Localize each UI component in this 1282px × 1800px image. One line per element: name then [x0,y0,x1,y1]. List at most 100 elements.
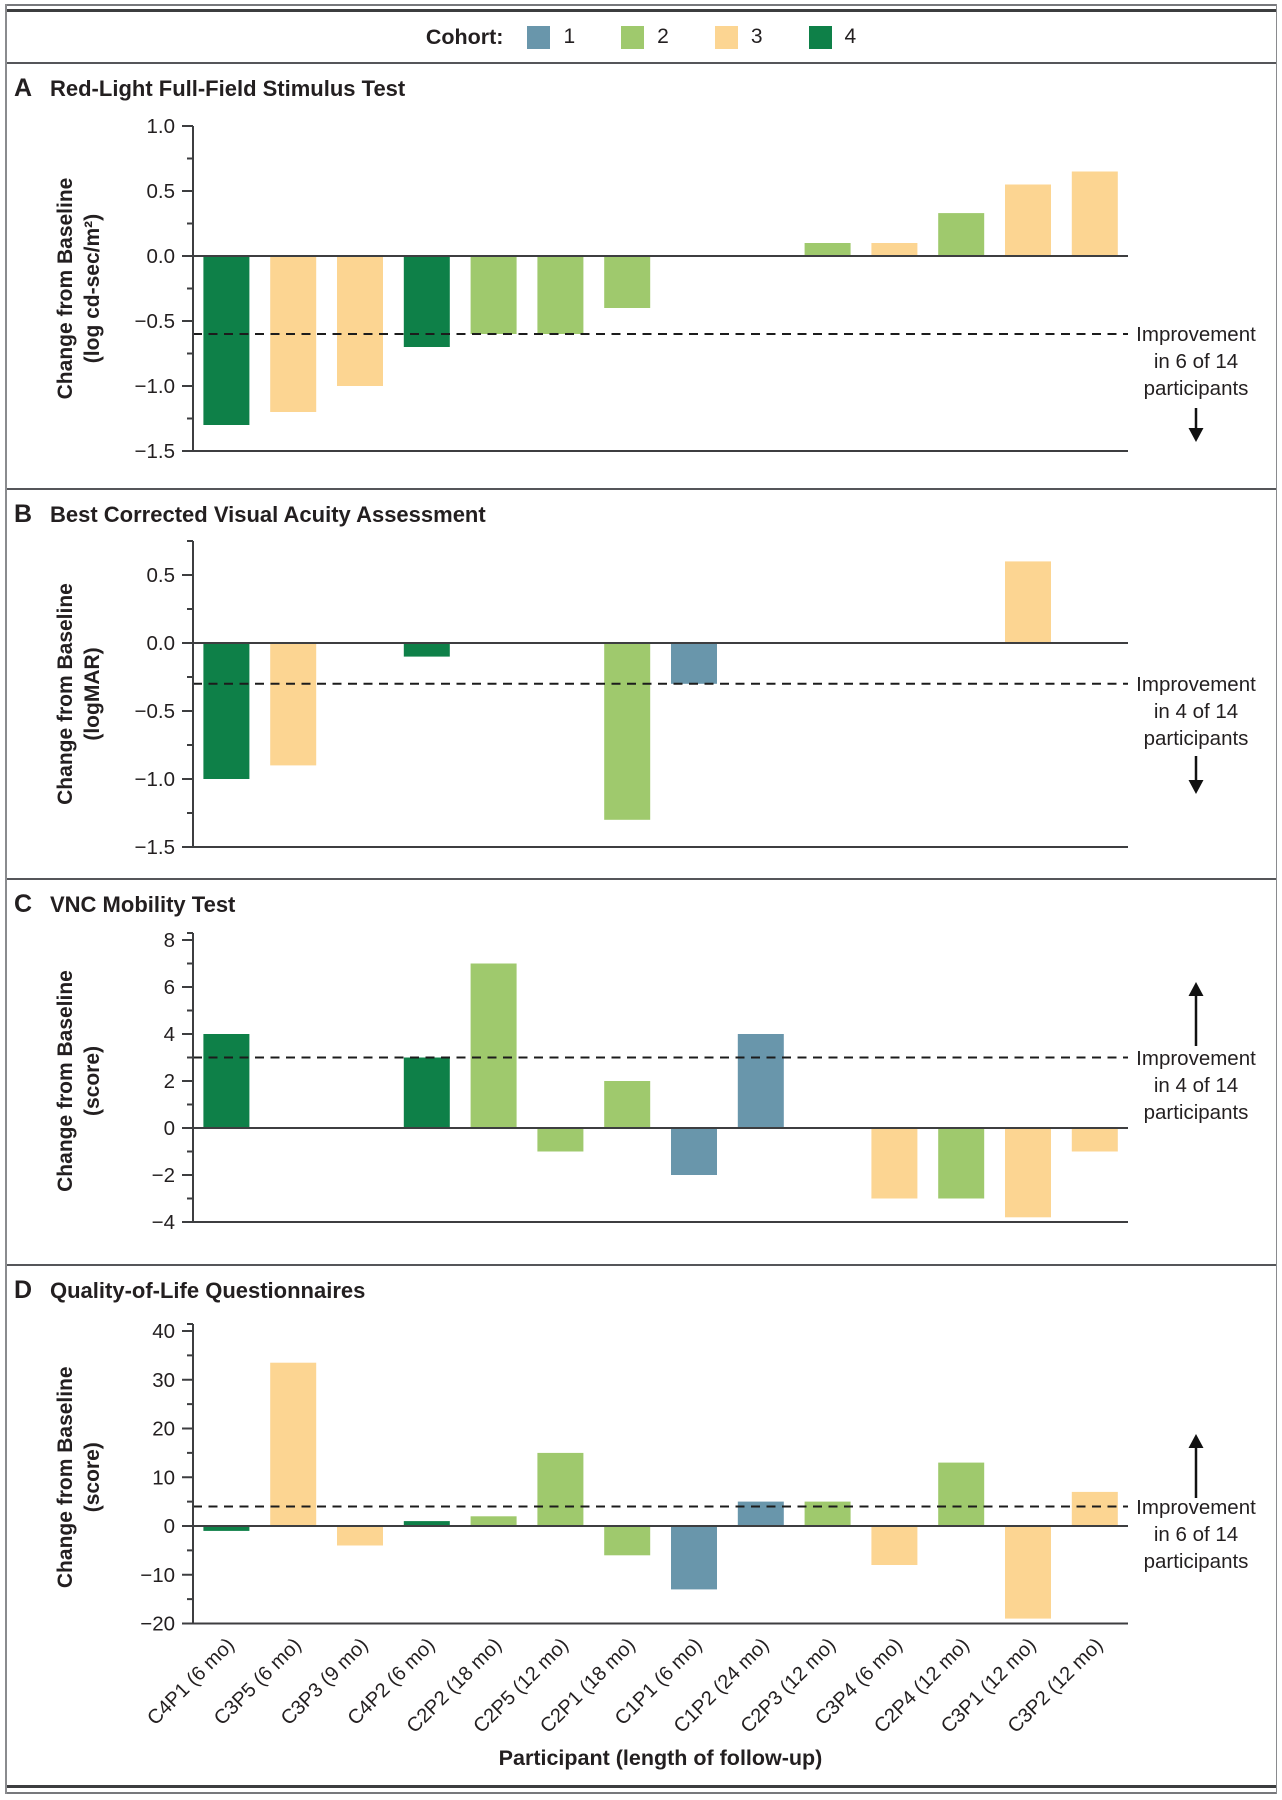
y-axis-label-line1: Change from Baseline [54,178,77,400]
y-tick-label: −0.5 [135,700,175,723]
bar-c3p3-panel-d [337,1526,383,1546]
y-tick-label: −1.5 [135,440,175,463]
top-inner-rule [5,9,1277,12]
cohort-1-number: 1 [563,25,576,48]
legend-item-cohort-4: 4 [808,25,857,49]
y-tick-label: −2 [152,1164,175,1187]
cohort-2-number: 2 [657,25,669,48]
y-tick-label: 20 [152,1418,175,1441]
right-border-rule [1275,4,1277,1794]
bar-c3p1-panel-d [1005,1526,1051,1619]
bar-c2p5-panel-c [537,1128,584,1152]
improvement-annotation-line2: in 6 of 14 [1154,350,1238,373]
improvement-arrow-down-icon [1188,428,1204,442]
x-axis-title: Participant (length of follow-up) [499,1746,823,1770]
improvement-annotation-line3: participants [1144,1550,1249,1573]
bar-c3p1-panel-a [1005,184,1051,256]
panel-title: Quality-of-Life Questionnaires [50,1278,365,1303]
legend-item-cohort-3: 3 [714,25,763,49]
top-outer-rule [5,4,1277,6]
y-tick-label: 0.0 [147,245,176,268]
bar-c2p1-panel-a [604,256,651,308]
panel-title: Red-Light Full-Field Stimulus Test [50,76,406,101]
cohort-4-number: 4 [844,25,857,48]
y-tick-label: −4 [152,1211,175,1234]
improvement-arrow-up-icon [1188,982,1204,996]
bar-c3p5-panel-d [270,1362,317,1526]
bar-c3p2-panel-a [1071,171,1118,256]
panel-letter: D [14,1276,32,1304]
y-axis-label-line2: (log cd-sec/m²) [81,214,104,363]
bar-c2p1-panel-d [604,1526,651,1556]
bar-c1p2-panel-d [737,1501,784,1526]
y-tick-label: 0 [164,1117,175,1140]
bar-c2p1-panel-b [604,643,651,820]
y-tick-label: 8 [164,929,175,952]
panel-c-chart: C VNC Mobility Test Change from Baseline (s… [14,890,1256,1234]
cohort-2-swatch [621,25,645,49]
bar-c4p2-panel-c [403,1057,450,1128]
y-axis-label-line2: (logMAR) [81,647,104,740]
bottom-inner-rule [5,1785,1277,1788]
cohort-3-number: 3 [750,25,763,48]
y-tick-label: 0.5 [147,564,176,587]
bar-c2p2-panel-c [470,963,517,1128]
bar-c2p3-panel-a [804,243,851,256]
bar-c4p1-panel-b [203,643,250,779]
panel-c-d-divider [5,1264,1277,1266]
bar-c4p2-panel-d [403,1521,450,1526]
improvement-annotation-line2: in 6 of 14 [1154,1523,1238,1546]
bottom-outer-rule [5,1792,1277,1794]
y-tick-label: 6 [164,976,175,999]
panel-d-quality-of-life-questionnaires: D Quality-of-Life Questionnaires Change fr… [0,1264,1282,1789]
y-tick-label: −0.5 [135,310,175,333]
panel-letter: C [14,890,32,918]
y-tick-label: 30 [152,1369,175,1392]
y-tick-label: −20 [140,1613,175,1636]
legend-separator-rule [5,62,1277,64]
panel-a-b-divider [5,488,1277,490]
bar-c3p3-panel-a [337,256,383,386]
improvement-arrow-down-icon [1188,780,1204,794]
y-tick-label: 0 [164,1515,175,1538]
y-tick-label: −1.0 [135,375,175,398]
panel-a-chart: A Red-Light Full-Field Stimulus Test Chang… [14,74,1256,463]
left-border-rule [5,4,7,1794]
panel-b-c-divider [5,878,1277,880]
y-tick-label: 0.0 [147,632,176,655]
y-axis-label-line1: Change from Baseline [54,583,77,805]
bar-c1p1-panel-b [671,643,717,684]
bar-c3p2-panel-c [1071,1128,1118,1152]
bar-c3p2-panel-d [1071,1491,1118,1526]
legend-title: Cohort: [425,24,504,49]
bar-c2p4-panel-a [938,213,985,256]
improvement-arrow-up-icon [1188,1434,1204,1448]
legend-item-cohort-1: 1 [527,25,575,49]
panel-b-chart: B Best Corrected Visual Acuity Assessment… [14,500,1256,859]
cohort-3-swatch [714,25,738,49]
y-tick-label: −1.0 [135,768,175,791]
panel-a-red-light-full-field-stimulus-test: A Red-Light Full-Field Stimulus Test Chang… [0,62,1282,488]
bar-c4p1-panel-d [203,1526,250,1531]
bar-c2p5-panel-d [537,1452,584,1526]
y-tick-label: −1.5 [135,836,175,859]
bar-c3p1-panel-c [1005,1128,1051,1218]
panel-letter: B [14,500,32,528]
bar-c4p2-panel-a [403,256,450,347]
bar-c3p4-panel-c [871,1128,918,1199]
panel-b-best-corrected-visual-acuity: B Best Corrected Visual Acuity Assessment… [0,488,1282,878]
y-axis-label-line2: (score) [81,1442,104,1512]
bar-c4p1-panel-a [203,256,250,425]
cohort-1-swatch [527,25,551,49]
legend-item-cohort-2: 2 [621,25,669,49]
bar-c3p1-panel-b [1005,561,1051,643]
panel-c-vnc-mobility-test: C VNC Mobility Test Change from Baseline (s… [0,878,1282,1264]
y-tick-label: −10 [140,1564,175,1587]
bar-c4p2-panel-b [403,643,450,657]
bar-c2p4-panel-d [938,1462,985,1526]
y-tick-label: 4 [164,1023,175,1046]
bar-c2p2-panel-a [470,256,517,334]
improvement-annotation-line1: Improvement [1136,1496,1256,1519]
bar-c1p1-panel-c [671,1128,717,1175]
